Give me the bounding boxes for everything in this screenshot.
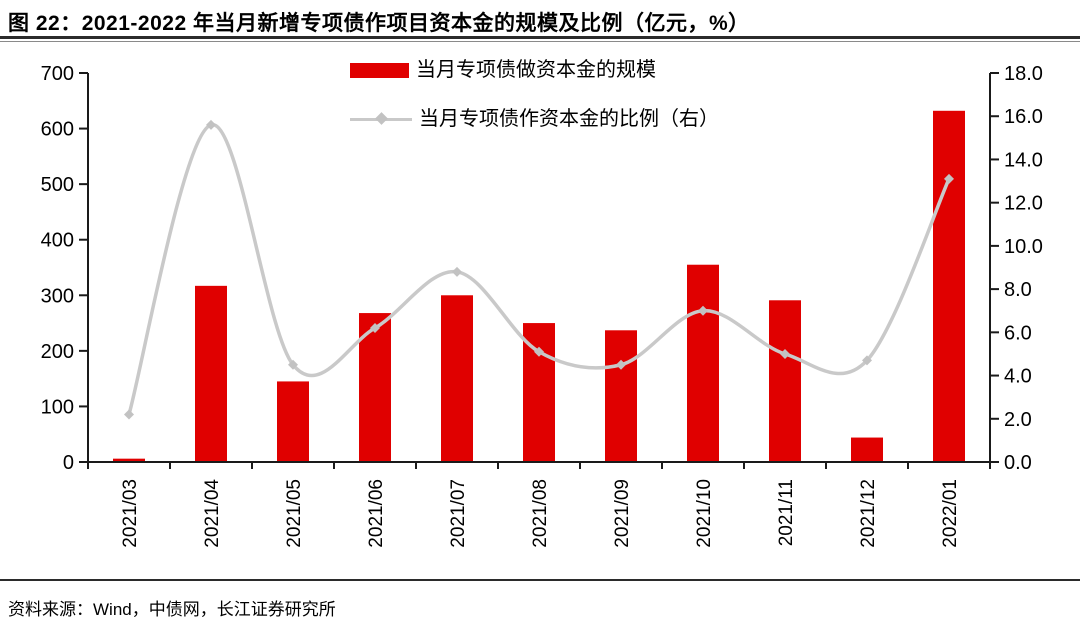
- bar: [277, 381, 309, 462]
- x-axis-label: 2021/05: [284, 479, 305, 548]
- source-note: 资料来源：Wind，中债网，长江证券研究所: [8, 600, 336, 619]
- title-divider: [0, 36, 1080, 42]
- bar: [687, 264, 719, 462]
- x-axis-label: 2021/08: [530, 479, 551, 548]
- line-point-marker: [288, 359, 298, 370]
- right-axis-label: 16.0: [1004, 106, 1043, 128]
- x-axis-label: 2021/06: [366, 479, 387, 548]
- left-axis-label: 100: [41, 396, 74, 418]
- chart-title: 图 22：2021-2022 年当月新增专项债作项目资本金的规模及比例（亿元，%…: [8, 12, 750, 35]
- right-axis-label: 8.0: [1004, 279, 1032, 301]
- x-axis-label: 2022/01: [940, 479, 961, 548]
- chart-area: 0 100 200 300 400 500 600 700 0.0 2.0 4.0 6.0 8.0 10.…: [0, 46, 1080, 576]
- bar-series-swatch-icon: [350, 62, 409, 78]
- bar: [769, 300, 801, 462]
- bar: [605, 330, 637, 462]
- left-axis-label: 600: [41, 119, 74, 141]
- left-axis-label: 500: [41, 174, 74, 196]
- bar: [441, 295, 473, 462]
- line-point-marker: [944, 173, 954, 184]
- line-point-marker: [616, 359, 626, 370]
- footer-divider: [0, 579, 1080, 581]
- x-axis-label: 2021/04: [202, 479, 223, 548]
- axis-frame: [87, 73, 991, 463]
- left-axis-label: 300: [41, 285, 74, 307]
- right-axis-label: 12.0: [1004, 193, 1043, 215]
- x-axis-label: 2021/09: [612, 479, 633, 548]
- line-marker-icon: [375, 112, 388, 125]
- x-axis-label: 2021/07: [448, 479, 469, 548]
- chart-canvas: 0 100 200 300 400 500 600 700 0.0 2.0 4.0 6.0 8.0 10.…: [41, 63, 1043, 548]
- right-axis-label: 0.0: [1004, 452, 1032, 474]
- x-axis-label: 2021/03: [120, 479, 141, 548]
- line-point-marker: [206, 119, 216, 130]
- right-axis-label: 6.0: [1004, 322, 1032, 344]
- line-point-marker: [862, 355, 872, 366]
- legend-item-line: 当月专项债作资本金的比例（右）: [350, 108, 719, 130]
- right-axis-label: 2.0: [1004, 409, 1032, 431]
- line-point-marker: [370, 323, 380, 334]
- ratio-line: [127, 123, 951, 415]
- bar: [933, 110, 965, 462]
- left-axis-label: 200: [41, 341, 74, 363]
- right-axis-label: 10.0: [1004, 236, 1043, 258]
- left-axis-label: 0: [63, 452, 74, 474]
- right-axis-label: 14.0: [1004, 149, 1043, 171]
- x-axis-label: 2021/11: [776, 479, 797, 546]
- left-axis-label: 400: [41, 230, 74, 252]
- right-axis-label: 18.0: [1004, 63, 1043, 85]
- legend-item-bar: 当月专项债做资本金的规模: [350, 59, 719, 81]
- line-point-marker: [698, 305, 708, 316]
- line-series-swatch-icon: [350, 112, 412, 125]
- bar: [195, 285, 227, 462]
- bar: [523, 323, 555, 462]
- right-axis-label: 4.0: [1004, 366, 1032, 388]
- line-point-marker: [534, 346, 544, 357]
- x-axis-label: 2021/10: [694, 479, 715, 548]
- line-point-marker: [124, 409, 134, 420]
- line-point-marker: [452, 266, 462, 277]
- legend-label-line: 当月专项债作资本金的比例（右）: [419, 108, 719, 130]
- legend-label-bar: 当月专项债做资本金的规模: [416, 59, 656, 81]
- bar: [851, 437, 883, 462]
- left-axis-label: 700: [41, 63, 74, 85]
- bar: [113, 458, 145, 462]
- chart-legend: 当月专项债做资本金的规模 当月专项债作资本金的比例（右）: [350, 59, 719, 130]
- line-point-marker: [780, 348, 790, 359]
- x-axis-label: 2021/12: [858, 479, 879, 548]
